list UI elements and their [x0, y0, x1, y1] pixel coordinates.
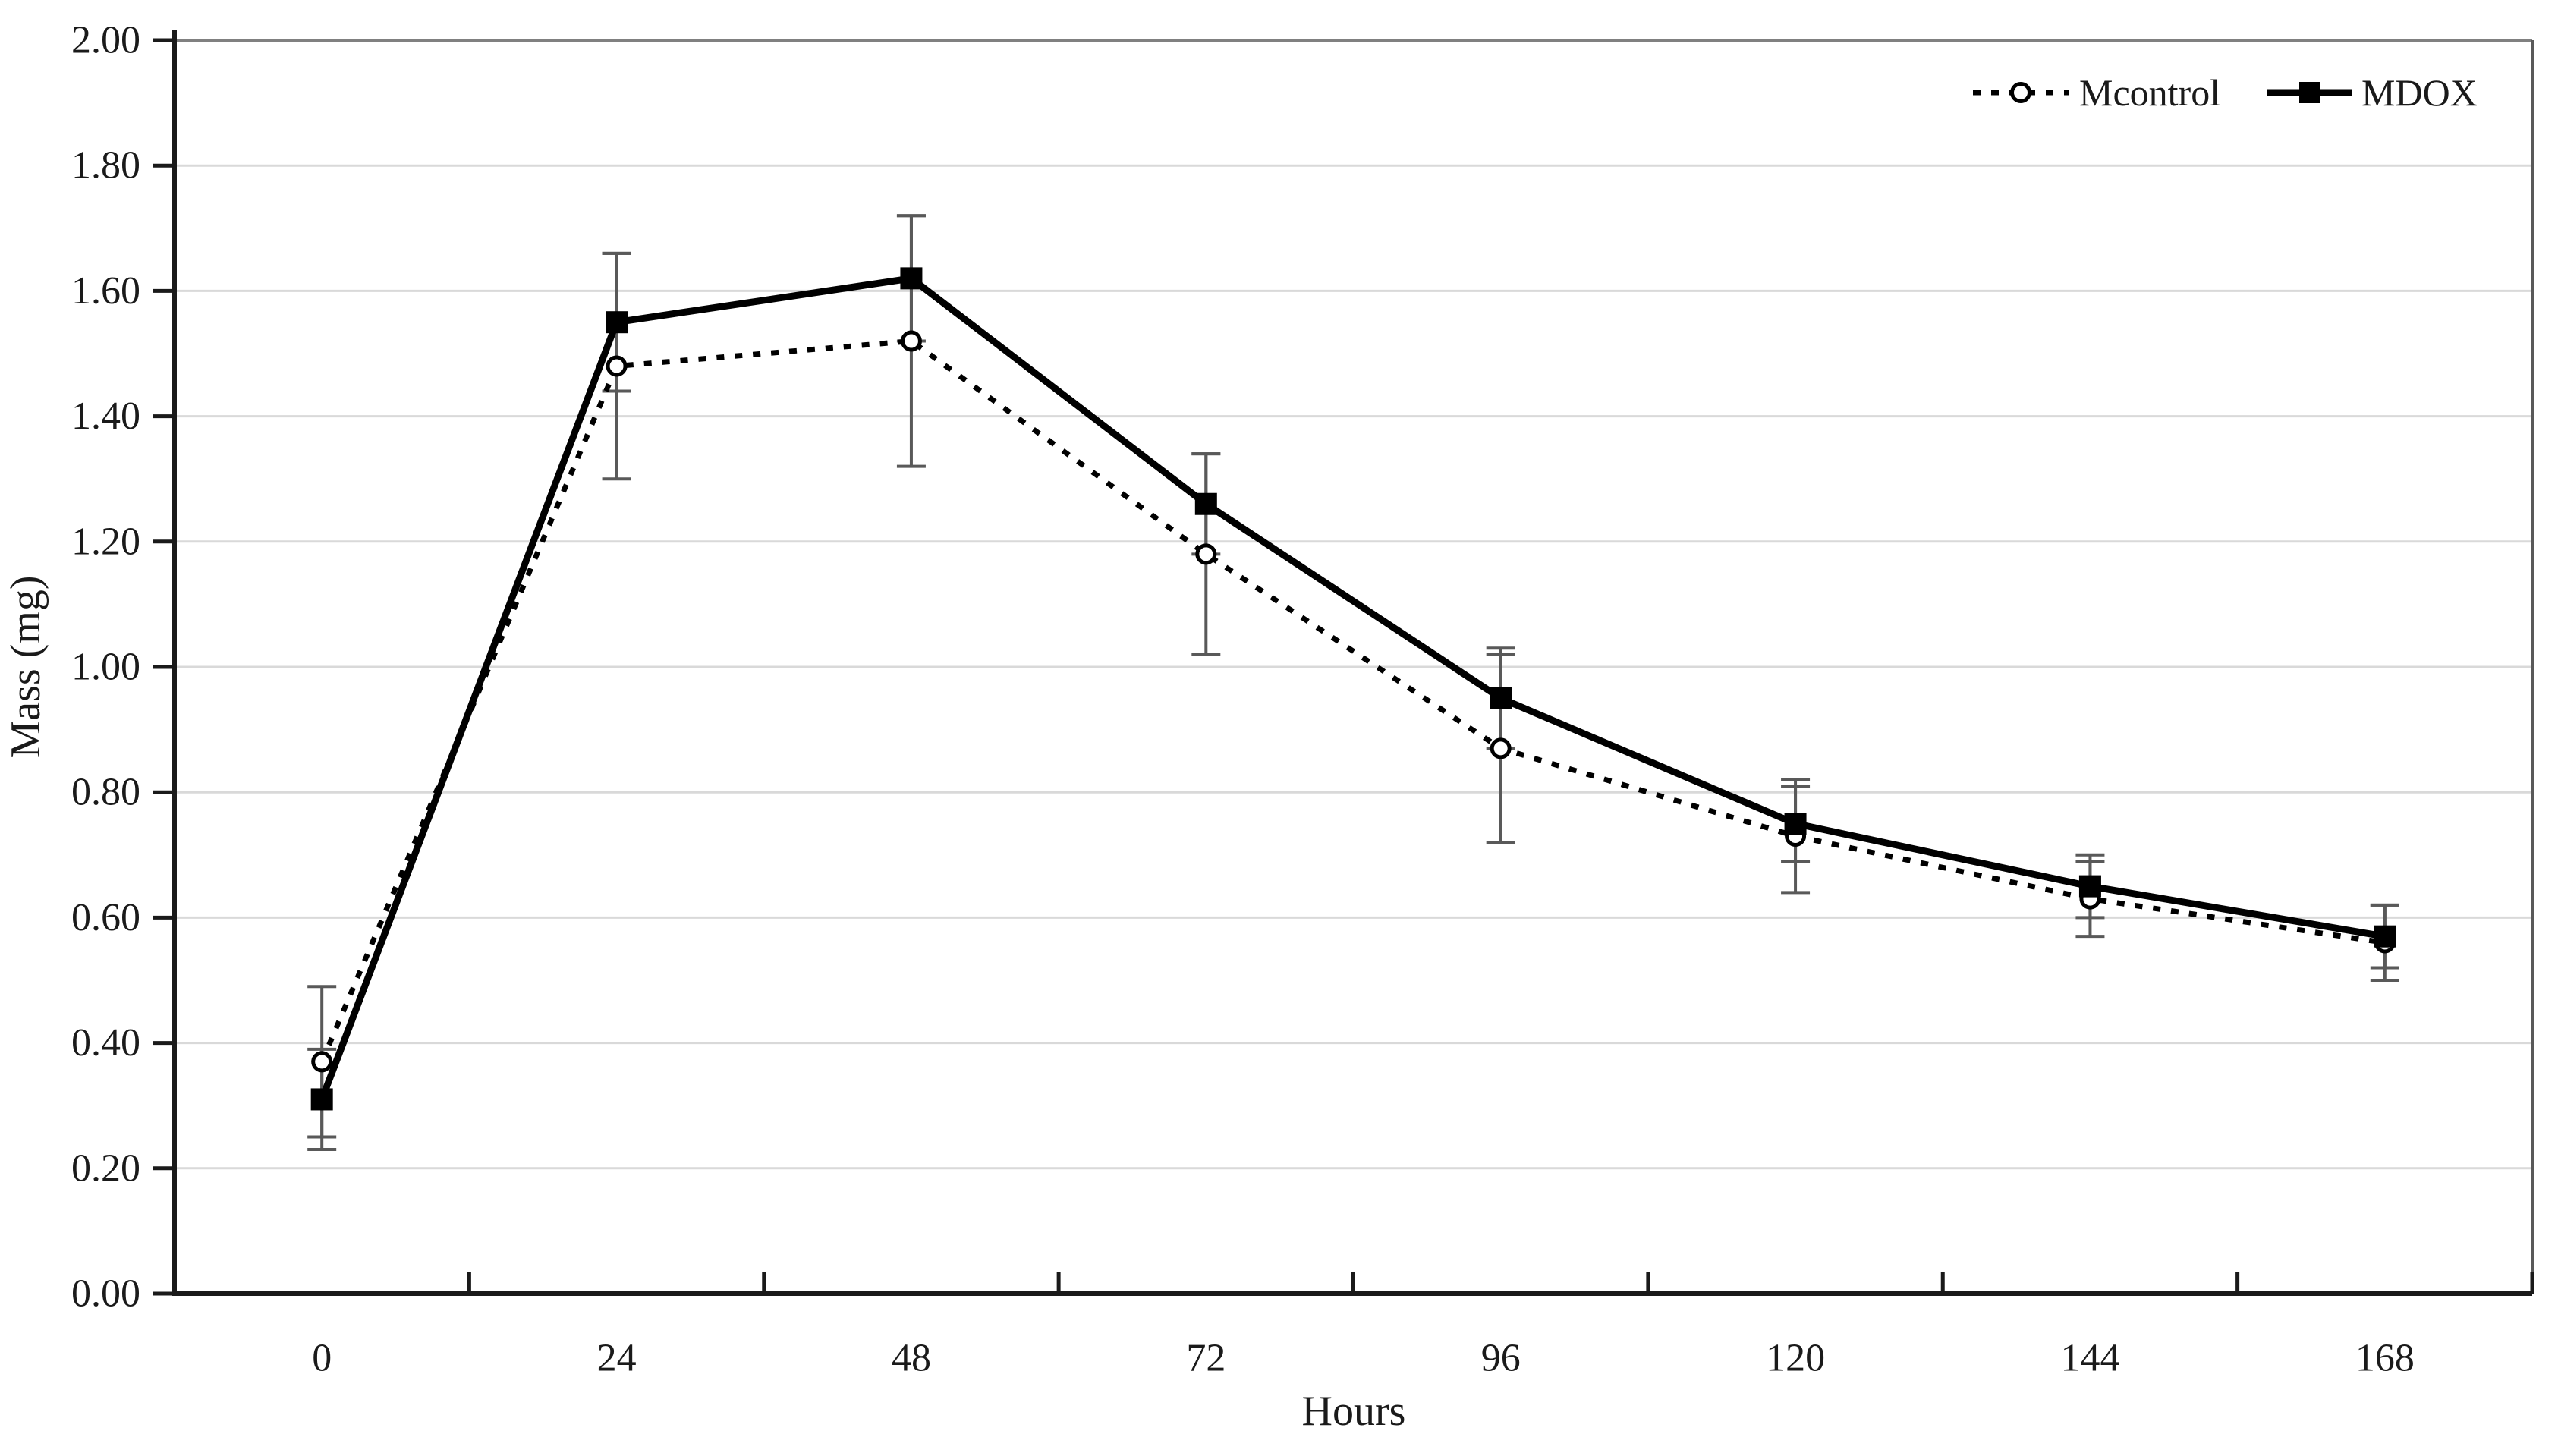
marker-filled-square-mdox [310, 1088, 333, 1111]
marker-open-circle-mcontrol [606, 355, 628, 377]
y-tick-label: 0.60 [71, 896, 140, 939]
y-tick-label: 0.00 [71, 1272, 140, 1316]
axes [172, 30, 2532, 1296]
legend: Mcontrol MDOX [1973, 71, 2478, 114]
marker-open-circle-mcontrol [1195, 543, 1217, 565]
marker-open-circle-mcontrol [900, 330, 922, 352]
x-tick-label: 72 [1186, 1337, 1226, 1380]
gridlines [175, 164, 2532, 1170]
legend-item-mdox: MDOX [2267, 71, 2478, 114]
x-tick-label: 96 [1481, 1337, 1521, 1380]
y-tick-label: 1.40 [71, 395, 140, 438]
marker-filled-square-mdox [2078, 875, 2101, 898]
y-tick-label: 1.80 [71, 144, 140, 187]
x-tick-label: 144 [2060, 1337, 2119, 1380]
marker-filled-square-mdox [1784, 813, 1807, 835]
marker-filled-square-mdox [900, 267, 923, 290]
error-bars [307, 214, 2399, 1152]
y-tick-label: 1.20 [71, 520, 140, 563]
legend-label-mcontrol: Mcontrol [2079, 71, 2220, 114]
marker-filled-square-mdox [1490, 687, 1512, 709]
y-tick-label: 1.00 [71, 646, 140, 689]
x-axis-title: Hours [1302, 1388, 1406, 1435]
x-tick-label: 24 [597, 1337, 637, 1380]
x-tick-label: 0 [312, 1337, 332, 1380]
tick-labels: 0.00 0.20 0.40 0.60 0.80 1.00 1.20 1.40 1.60 1.80… [71, 19, 2415, 1380]
series-line-mcontrol [319, 338, 2386, 1063]
x-tick-label: 168 [2355, 1337, 2415, 1380]
marker-filled-square-mdox [2374, 925, 2396, 948]
series-layer [310, 267, 2396, 1111]
x-tick-label: 48 [892, 1337, 931, 1380]
marker-open-circle-mcontrol [311, 1051, 333, 1073]
axis-ticks [153, 38, 2534, 1296]
legend-open-circle-marker-icon [2010, 82, 2031, 103]
plot-border [175, 39, 2534, 1294]
legend-filled-square-marker-icon [2299, 82, 2320, 103]
y-tick-label: 2.00 [71, 19, 140, 62]
legend-item-mcontrol: Mcontrol [1973, 71, 2220, 114]
series-line-mdox [318, 275, 2386, 1101]
legend-label-mdox: MDOX [2361, 71, 2478, 114]
y-tick-label: 0.80 [71, 771, 140, 814]
marker-filled-square-mdox [1194, 492, 1217, 515]
marker-open-circle-mcontrol [1490, 737, 1512, 759]
y-tick-label: 1.60 [71, 269, 140, 313]
y-axis-title: Mass (mg) [2, 575, 49, 758]
marker-filled-square-mdox [606, 311, 628, 334]
x-tick-label: 120 [1766, 1337, 1825, 1380]
y-tick-label: 0.20 [71, 1146, 140, 1190]
y-tick-label: 0.40 [71, 1021, 140, 1064]
